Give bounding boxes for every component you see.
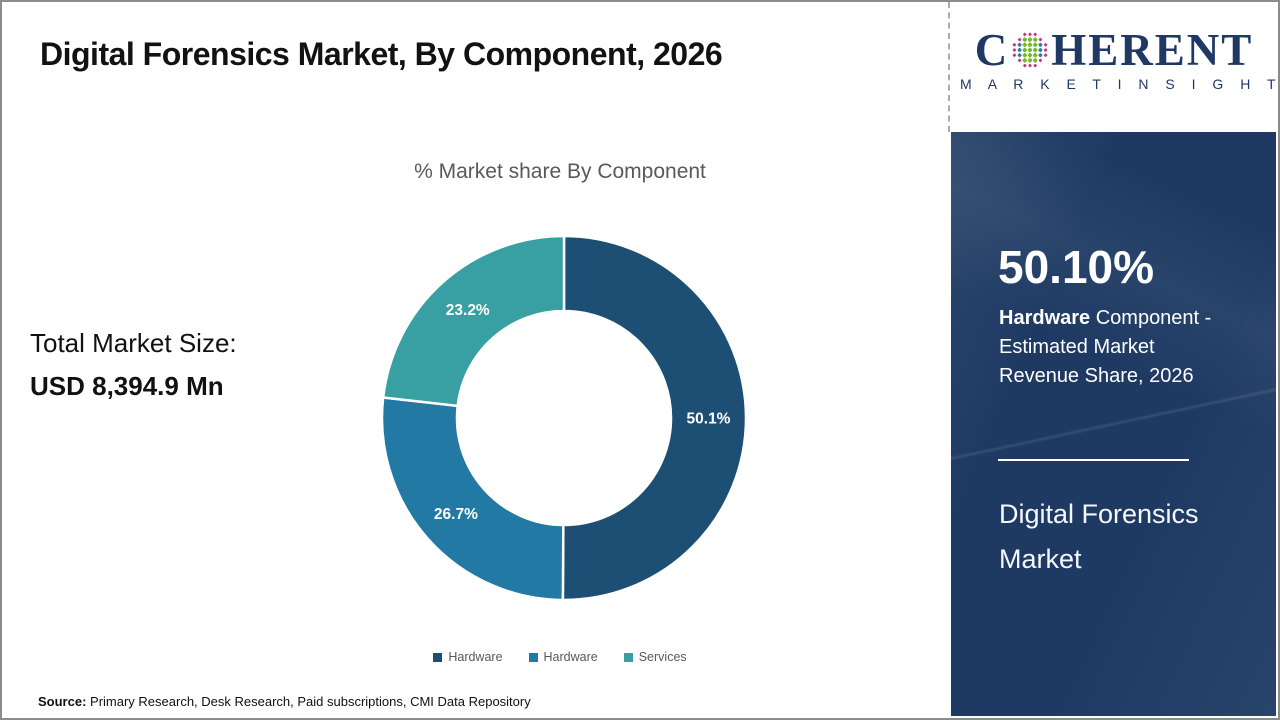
sidebar-footer-title: Digital Forensics Market (999, 499, 1199, 574)
source-label: Source: (38, 694, 87, 709)
legend-item-2: Services (623, 650, 687, 664)
legend-swatch-icon (433, 652, 443, 662)
legend-label: Hardware (543, 650, 598, 664)
donut-slice-hardware-1 (380, 396, 565, 602)
brand-suffix: HERENT (1051, 25, 1254, 75)
sidebar-description-rest: Component - Estimated Market Revenue Sha… (999, 307, 1212, 387)
donut-chart-svg: 50.1% 26.7% 23.2% (380, 234, 748, 602)
total-market-size-block: Total Market Size: USD 8,394.9 Mn (30, 328, 237, 402)
legend-item-1: Hardware (528, 650, 598, 664)
page-title: Digital Forensics Market, By Component, … (40, 36, 723, 72)
donut-chart: 50.1% 26.7% 23.2% (377, 231, 751, 605)
donut-slice-hardware-0 (561, 234, 748, 602)
legend-item-0: Hardware (433, 650, 503, 664)
brand-logo: C HERENT M A R K E T I N S I G H T S (960, 28, 1280, 93)
source-text: Primary Research, Desk Research, Paid su… (86, 694, 531, 709)
total-market-size-value: USD 8,394.9 Mn (30, 371, 224, 401)
total-market-size-label: Total Market Size: (30, 328, 237, 358)
slice-label-1: 26.7% (434, 506, 478, 523)
sidebar-panel: 50.10% Hardware Component - Estimated Ma… (951, 132, 1276, 716)
sidebar-description-bold: Hardware (999, 307, 1091, 329)
legend-label: Hardware (448, 650, 503, 664)
slice-label-0: 50.1% (687, 410, 731, 427)
sidebar-divider (998, 459, 1189, 461)
legend-label: Services (638, 650, 687, 664)
sidebar-headline-value: 50.10% (998, 241, 1155, 293)
globe-dots-icon (1012, 32, 1048, 67)
logo-divider (948, 2, 950, 132)
legend-swatch-icon (623, 652, 633, 662)
donut-slice-services-2 (381, 234, 566, 408)
chart-legend: Hardware Hardware Services (320, 650, 800, 664)
chart-title: % Market share By Component (414, 160, 706, 183)
legend-swatch-icon (528, 652, 538, 662)
source-note: Source: Primary Research, Desk Research,… (38, 694, 531, 709)
sidebar-description: Hardware Component - Estimated Market Re… (999, 304, 1234, 391)
brand-prefix: C (974, 25, 1010, 75)
brand-wordmark: C HERENT (960, 28, 1268, 73)
brand-subtitle: M A R K E T I N S I G H T S (960, 76, 1280, 92)
slice-label-2: 23.2% (446, 302, 490, 319)
